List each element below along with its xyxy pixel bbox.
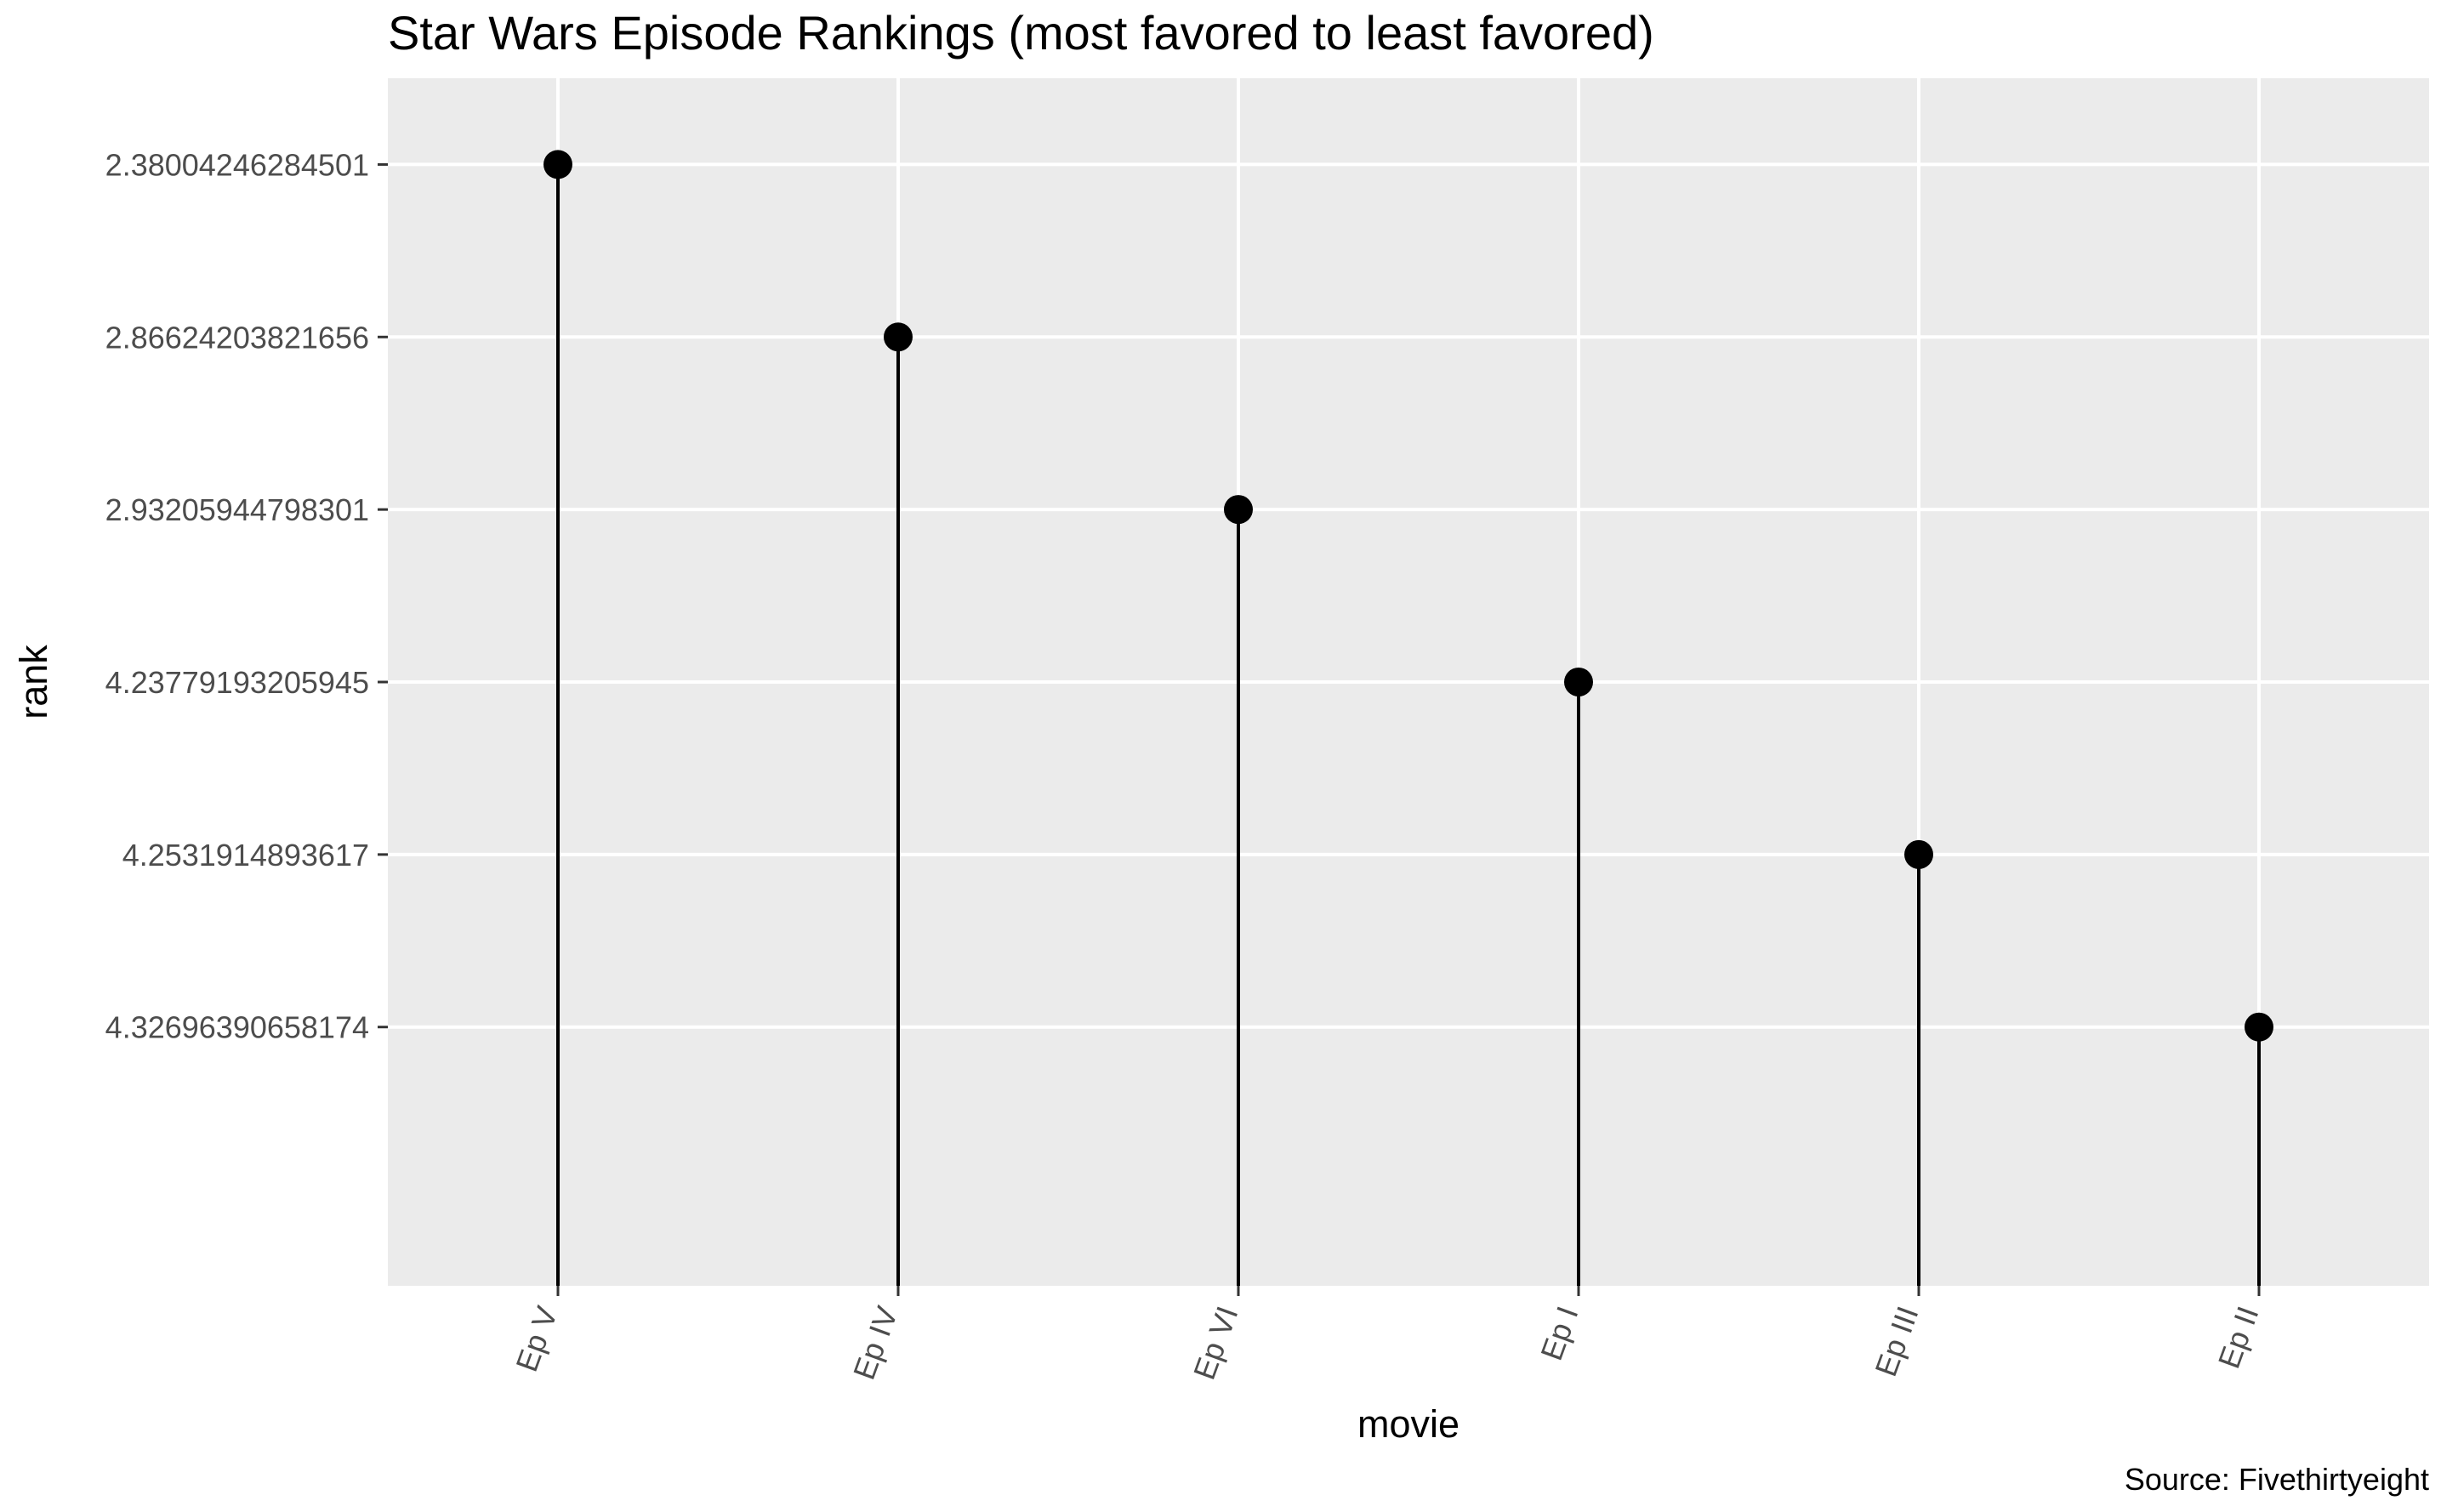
x-tick-label: Ep II (2211, 1302, 2266, 1373)
y-tick-label: 2.38004246284501 (105, 147, 369, 182)
x-tick-label: Ep III (1868, 1302, 1925, 1381)
lollipop-point (543, 150, 572, 179)
y-tick-label: 4.2531914893617 (122, 838, 369, 873)
lollipop-point (2245, 1012, 2273, 1042)
y-tick-label: 2.93205944798301 (105, 492, 369, 527)
source-caption: Source: Fivethirtyeight (2125, 1462, 2429, 1497)
y-axis: 2.38004246284501 2.86624203821656 2.932059… (105, 147, 388, 1045)
x-tick-label: Ep VI (1186, 1302, 1245, 1384)
lollipop-point (1224, 495, 1253, 525)
x-tick-label: Ep I (1533, 1302, 1585, 1365)
lollipop-point (1564, 668, 1593, 696)
x-tick-label: Ep IV (846, 1302, 905, 1384)
lollipop-marks (543, 150, 2273, 1286)
x-tick-label: Ep V (509, 1302, 564, 1376)
x-axis-title: movie (1357, 1402, 1459, 1446)
x-axis: Ep V Ep IV Ep VI Ep I Ep III Ep II (509, 1286, 2266, 1384)
y-axis-title: rank (12, 645, 55, 719)
lollipop-point (884, 322, 913, 352)
y-tick-label: 2.86624203821656 (105, 320, 369, 355)
lollipop-point (1904, 839, 1933, 869)
chart-title: Star Wars Episode Rankings (most favored… (388, 6, 1654, 60)
y-tick-label: 4.23779193205945 (105, 665, 369, 700)
y-tick-label: 4.32696390658174 (105, 1010, 369, 1045)
